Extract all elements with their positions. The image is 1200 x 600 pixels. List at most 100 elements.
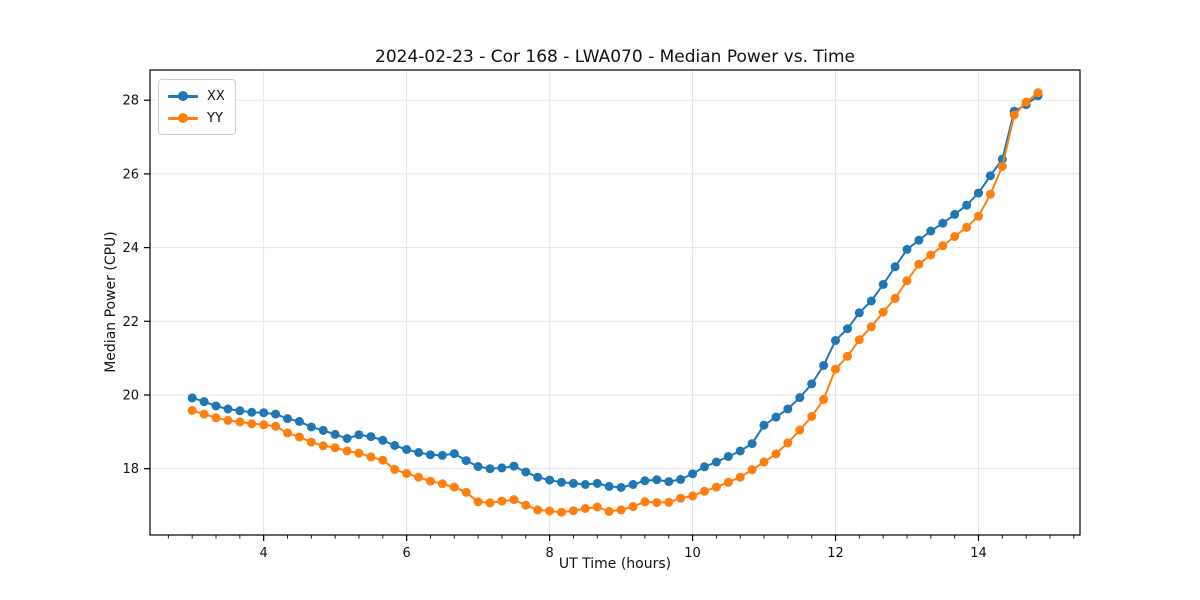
data-point-xx: [437, 450, 447, 460]
data-point-yy: [831, 364, 840, 374]
y-tick-label: 22: [122, 315, 139, 330]
data-point-xx: [294, 417, 304, 426]
x-tick-label: 6: [402, 546, 410, 561]
data-point-xx: [890, 262, 900, 272]
data-point-yy: [997, 162, 1007, 171]
data-point-yy: [819, 394, 829, 404]
data-point-xx: [223, 404, 233, 414]
data-point-xx: [402, 445, 412, 454]
legend-item-yy: YY: [168, 107, 225, 129]
data-point-xx: [283, 414, 292, 424]
data-point-xx: [676, 474, 686, 484]
legend-item-xx: XX: [168, 85, 225, 107]
y-tick-label: 28: [122, 94, 139, 109]
data-point-yy: [211, 413, 221, 423]
data-point-xx: [974, 188, 983, 198]
data-point-xx: [771, 412, 781, 422]
data-point-yy: [962, 222, 972, 232]
data-point-xx: [700, 462, 709, 472]
data-point-yy: [473, 497, 483, 507]
data-point-xx: [592, 478, 602, 488]
data-point-xx: [521, 467, 531, 477]
data-point-yy: [866, 322, 876, 332]
data-point-yy: [271, 421, 281, 431]
legend-label-xx: XX: [207, 88, 225, 104]
data-point-xx: [414, 448, 424, 457]
series-yy-line: [191, 91, 1039, 514]
data-point-yy: [783, 438, 793, 448]
data-point-yy: [342, 446, 352, 456]
data-point-yy: [283, 428, 292, 438]
data-point-yy: [711, 482, 721, 492]
data-point-xx: [271, 409, 281, 419]
y-tick-label: 20: [122, 388, 139, 403]
data-point-xx: [640, 476, 650, 486]
data-point-xx: [473, 462, 483, 471]
data-point-yy: [723, 477, 733, 487]
data-point-yy: [247, 419, 257, 429]
data-point-xx: [342, 434, 352, 443]
plot-border: [149, 69, 1081, 536]
chart-title: 2024-02-23 - Cor 168 - LWA070 - Median P…: [375, 47, 855, 67]
data-point-xx: [843, 324, 852, 334]
data-point-yy: [974, 211, 983, 221]
y-tick-label: 26: [122, 167, 139, 182]
data-point-yy: [676, 493, 686, 503]
x-tick-label: 8: [545, 546, 553, 561]
data-point-xx: [485, 464, 495, 474]
data-point-xx: [878, 279, 888, 289]
data-point-xx: [378, 435, 388, 445]
data-point-xx: [688, 469, 698, 479]
data-point-xx: [914, 235, 924, 245]
data-point-xx: [711, 457, 721, 467]
data-point-yy: [545, 506, 555, 516]
data-point-yy: [390, 464, 400, 474]
data-point-yy: [485, 498, 495, 508]
data-point-yy: [640, 497, 650, 507]
data-point-xx: [461, 456, 471, 466]
data-point-yy: [1021, 97, 1031, 107]
data-point-yy: [533, 505, 543, 515]
data-point-yy: [223, 415, 233, 425]
data-point-xx: [557, 477, 566, 487]
data-point-yy: [378, 455, 388, 465]
legend-label-yy: YY: [207, 110, 223, 126]
data-point-xx: [783, 404, 793, 414]
data-point-xx: [747, 439, 757, 449]
data-point-xx: [628, 480, 638, 489]
data-point-xx: [568, 478, 578, 488]
data-point-xx: [723, 452, 733, 461]
x-tick-label: 10: [684, 546, 701, 561]
data-point-yy: [938, 241, 948, 251]
data-point-yy: [807, 411, 817, 421]
data-point-yy: [521, 500, 531, 510]
series-xx-points: [187, 91, 1043, 492]
data-point-xx: [425, 450, 435, 460]
data-point-yy: [926, 250, 936, 260]
data-point-yy: [354, 448, 364, 458]
data-point-yy: [557, 507, 566, 517]
data-point-yy: [878, 307, 888, 317]
data-point-xx: [211, 401, 221, 411]
data-point-yy: [795, 425, 805, 435]
data-point-yy: [425, 476, 435, 486]
data-point-xx: [604, 481, 614, 491]
axis-ticks: [144, 99, 1075, 541]
data-point-yy: [890, 293, 900, 303]
data-point-yy: [306, 437, 316, 447]
x-tick-label: 14: [970, 546, 987, 561]
data-point-yy: [366, 452, 376, 462]
data-point-yy: [1033, 88, 1043, 98]
data-point-yy: [568, 506, 578, 516]
data-point-yy: [402, 469, 412, 478]
x-axis-label: UT Time (hours): [558, 556, 672, 572]
data-point-xx: [759, 420, 769, 430]
data-point-xx: [902, 244, 912, 254]
data-point-xx: [187, 393, 197, 403]
data-point-xx: [854, 308, 864, 318]
data-point-xx: [795, 393, 805, 403]
data-point-xx: [199, 397, 209, 407]
data-point-xx: [616, 483, 626, 492]
data-point-yy: [187, 406, 197, 415]
